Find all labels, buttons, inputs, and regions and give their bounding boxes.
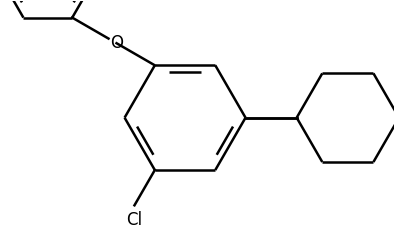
Text: Cl: Cl	[126, 211, 143, 229]
Text: O: O	[110, 34, 123, 52]
